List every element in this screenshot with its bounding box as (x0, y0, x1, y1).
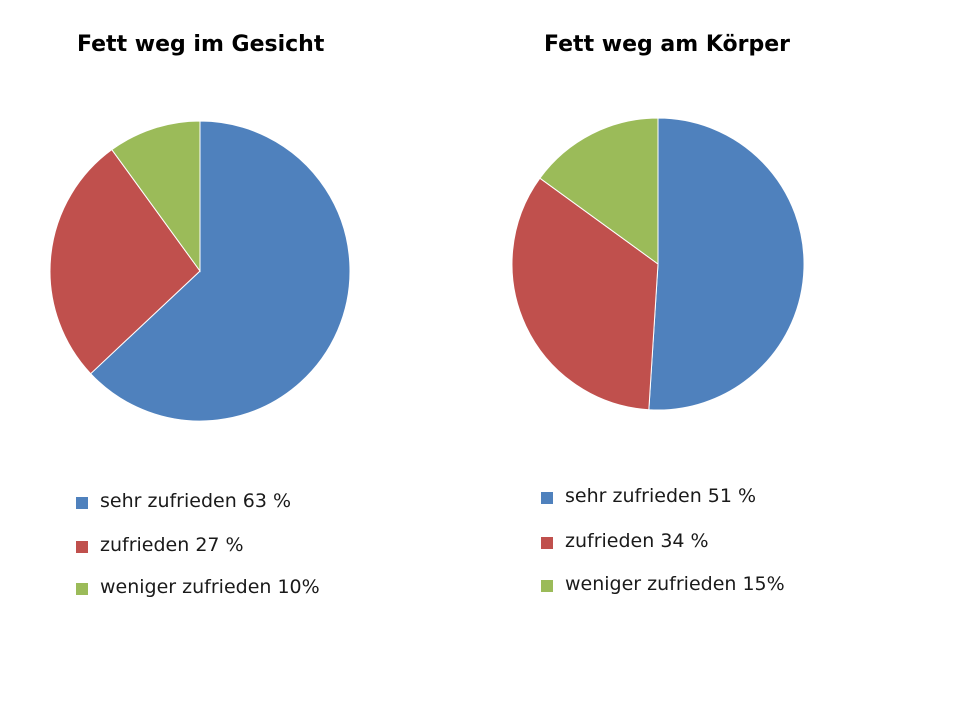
legend-label: sehr zufrieden 63 % (100, 490, 292, 512)
legend-swatch-green (76, 583, 88, 595)
legend-swatch-blue (541, 492, 553, 504)
pie-slice-body-2 (539, 117, 659, 265)
pie-slice-body-1 (511, 177, 659, 411)
pie-slice-body-0 (648, 117, 805, 411)
legend-label: weniger zufrieden 10% (100, 576, 320, 598)
chart-title-body: Fett weg am Körper (544, 32, 790, 57)
legend-label: zufrieden 27 % (100, 534, 244, 556)
legend-swatch-red (541, 537, 553, 549)
pie-slice-face-1 (49, 148, 201, 375)
legend-swatch-green (541, 580, 553, 592)
pie-slice-face-2 (111, 120, 201, 273)
chart-title-face: Fett weg im Gesicht (77, 32, 325, 57)
legend-swatch-blue (76, 497, 88, 509)
legend-label: sehr zufrieden 51 % (565, 485, 757, 507)
legend-label: weniger zufrieden 15% (565, 573, 785, 595)
legend-label: zufrieden 34 % (565, 530, 709, 552)
pie-slice-face-0 (89, 120, 351, 422)
legend-swatch-red (76, 541, 88, 553)
